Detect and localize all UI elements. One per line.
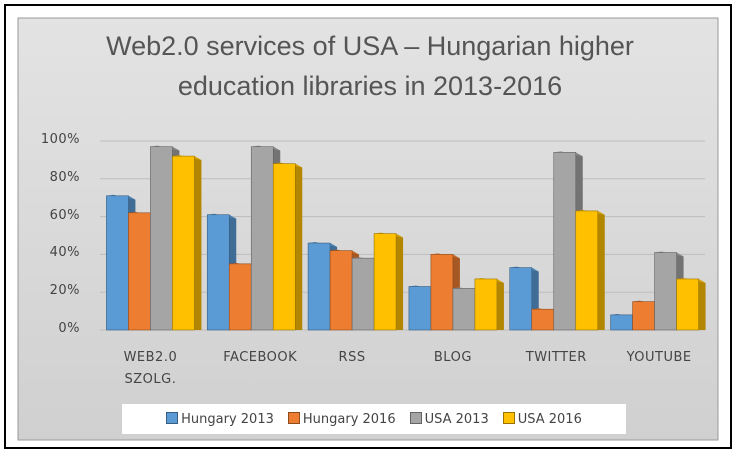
legend-swatch — [287, 411, 300, 424]
bar — [632, 301, 655, 331]
x-tick-label: FACEBOOK — [223, 350, 298, 365]
bar — [228, 263, 252, 331]
legend-label: Hungary 2016 — [302, 411, 396, 427]
bar — [610, 314, 633, 331]
bar — [128, 212, 151, 331]
chart-title: Web2.0 services of USA – Hungarian highe… — [106, 31, 634, 101]
bar — [106, 195, 129, 331]
bar — [351, 257, 375, 331]
bar — [150, 146, 173, 331]
bar — [373, 233, 397, 331]
x-tick-label: WEB2.0 SZOLG. — [123, 350, 178, 387]
bar — [452, 288, 476, 331]
bar-side — [496, 278, 504, 330]
legend-item: USA 2013 — [409, 411, 489, 427]
legend-label: USA 2013 — [424, 411, 489, 427]
legend-label: USA 2016 — [517, 411, 582, 427]
y-tick-label: 80% — [49, 169, 80, 185]
x-tick-label: YOUTUBE — [626, 350, 692, 365]
bar-side — [597, 210, 605, 330]
bar — [172, 155, 195, 331]
bar-side — [295, 163, 303, 330]
bar — [509, 267, 533, 331]
y-tick-label: 20% — [49, 283, 80, 299]
legend: Hungary 2013 Hungary 2016 USA 2013 USA 2016 — [122, 404, 626, 434]
bar-side — [396, 233, 404, 330]
bar — [553, 152, 577, 331]
bar — [575, 210, 599, 331]
legend-swatch — [502, 411, 515, 424]
bar — [250, 146, 274, 331]
legend-swatch — [166, 411, 179, 424]
x-tick-label: TWITTER — [525, 350, 587, 365]
legend-item: USA 2016 — [502, 411, 582, 427]
bar — [408, 286, 432, 331]
bar-side — [698, 278, 706, 330]
legend-item: Hungary 2016 — [287, 411, 396, 427]
y-tick-label: 0% — [58, 321, 80, 336]
bar — [474, 278, 498, 331]
y-tick-label: 60% — [49, 207, 80, 223]
y-tick-label: 100% — [40, 132, 80, 147]
bar — [206, 214, 230, 331]
legend-item: Hungary 2013 — [166, 411, 274, 427]
bar — [531, 308, 555, 331]
bar — [329, 250, 353, 331]
bar — [676, 278, 699, 331]
bar — [307, 242, 331, 331]
bar — [430, 254, 454, 331]
bar — [272, 163, 296, 331]
y-tick-label: 40% — [49, 245, 80, 261]
x-tick-label: RSS — [338, 350, 366, 365]
x-tick-label: BLOG — [433, 350, 472, 365]
bar-side — [194, 156, 202, 330]
bar — [654, 252, 677, 331]
legend-label: Hungary 2013 — [181, 411, 274, 427]
legend-swatch — [409, 411, 422, 424]
